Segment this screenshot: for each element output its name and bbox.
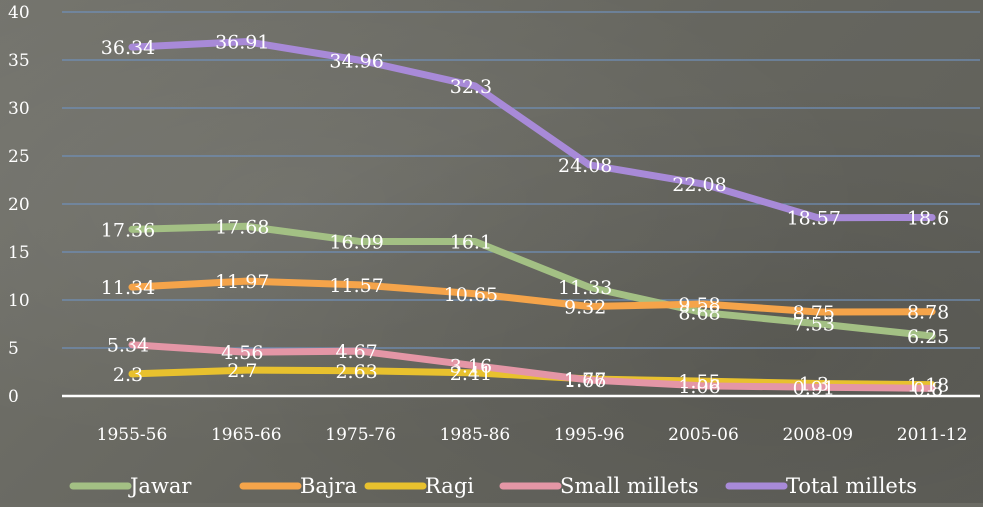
y-tick-label: 0 xyxy=(8,387,19,407)
data-label: 36.34 xyxy=(101,37,155,59)
data-label: 9.58 xyxy=(678,294,720,316)
data-label: 32.3 xyxy=(450,76,492,98)
data-label: 4.67 xyxy=(335,341,377,363)
x-axis: 1955-56 1965-66 1975-76 1985-86 1995-96 2005-… xyxy=(97,425,968,445)
legend-label: Small millets xyxy=(560,474,699,498)
x-tick-label: 2005-06 xyxy=(668,425,739,445)
data-label: 2.63 xyxy=(335,361,377,383)
data-label: 11.34 xyxy=(101,277,155,299)
legend-label: Ragi xyxy=(425,474,474,498)
y-tick-label: 5 xyxy=(8,339,19,359)
data-label: 9.32 xyxy=(564,297,606,319)
data-label: 0.8 xyxy=(913,378,943,400)
legend: Jawar Bajra Ragi Small millets Total millets xyxy=(69,474,917,498)
series-line-small-millets xyxy=(128,341,936,392)
data-label: 5.34 xyxy=(107,335,149,357)
data-label: 18.57 xyxy=(787,208,841,230)
data-label: 17.68 xyxy=(215,216,269,238)
data-labels: 17.36 17.68 16.09 16.1 11.33 8.68 7.53 6.25 11.3… xyxy=(101,32,949,401)
data-label: 3.16 xyxy=(450,356,492,378)
y-tick-label: 40 xyxy=(8,3,30,23)
gridlines xyxy=(62,11,980,398)
data-label: 1.06 xyxy=(678,376,720,398)
legend-label: Jawar xyxy=(128,474,192,498)
data-label: 2.3 xyxy=(113,364,143,386)
data-label: 36.91 xyxy=(215,32,269,54)
data-label: 10.65 xyxy=(444,284,498,306)
data-label: 22.08 xyxy=(672,174,726,196)
data-label: 17.36 xyxy=(101,219,155,241)
y-tick-label: 10 xyxy=(8,291,30,311)
x-tick-label: 2011-12 xyxy=(897,425,968,445)
y-axis: 0 5 10 15 20 25 30 35 40 xyxy=(8,3,30,407)
series-lines xyxy=(128,38,936,392)
data-label: 1.66 xyxy=(564,370,606,392)
data-label: 6.25 xyxy=(907,326,949,348)
data-label: 0.91 xyxy=(793,377,835,399)
y-tick-label: 25 xyxy=(8,147,30,167)
data-label: 8.78 xyxy=(907,302,949,324)
data-label: 16.09 xyxy=(329,232,383,254)
data-label: 2.41 xyxy=(450,363,492,385)
data-label: 1.18 xyxy=(907,375,949,397)
x-tick-label: 1955-56 xyxy=(97,425,168,445)
legend-label: Bajra xyxy=(300,474,357,498)
data-label: 8.75 xyxy=(793,302,835,324)
data-label: 2.7 xyxy=(227,360,257,382)
data-label: 1.3 xyxy=(799,374,829,396)
series-line-bajra xyxy=(128,277,936,316)
y-tick-label: 30 xyxy=(8,99,30,119)
y-tick-label: 20 xyxy=(8,195,30,215)
data-label: 24.08 xyxy=(558,155,612,177)
data-label: 16.1 xyxy=(450,231,492,253)
data-label: 7.53 xyxy=(793,314,835,336)
x-tick-label: 2008-09 xyxy=(782,425,853,445)
x-tick-label: 1965-66 xyxy=(211,425,282,445)
data-label: 1.77 xyxy=(564,369,606,391)
data-label: 11.97 xyxy=(215,271,269,293)
data-label: 1.55 xyxy=(678,371,720,393)
data-label: 18.6 xyxy=(907,207,949,229)
y-tick-label: 15 xyxy=(8,243,30,263)
data-label: 11.33 xyxy=(558,277,612,299)
series-line-jawar xyxy=(128,222,936,340)
data-label: 34.96 xyxy=(329,50,383,72)
data-label: 8.68 xyxy=(678,303,720,325)
series-line-total-millets xyxy=(128,38,936,222)
data-label: 11.57 xyxy=(329,275,383,297)
legend-label: Total millets xyxy=(786,474,917,498)
x-tick-label: 1975-76 xyxy=(325,425,396,445)
x-tick-label: 1995-96 xyxy=(554,425,625,445)
data-label: 4.56 xyxy=(221,342,263,364)
y-tick-label: 35 xyxy=(8,51,30,71)
x-tick-label: 1985-86 xyxy=(440,425,511,445)
